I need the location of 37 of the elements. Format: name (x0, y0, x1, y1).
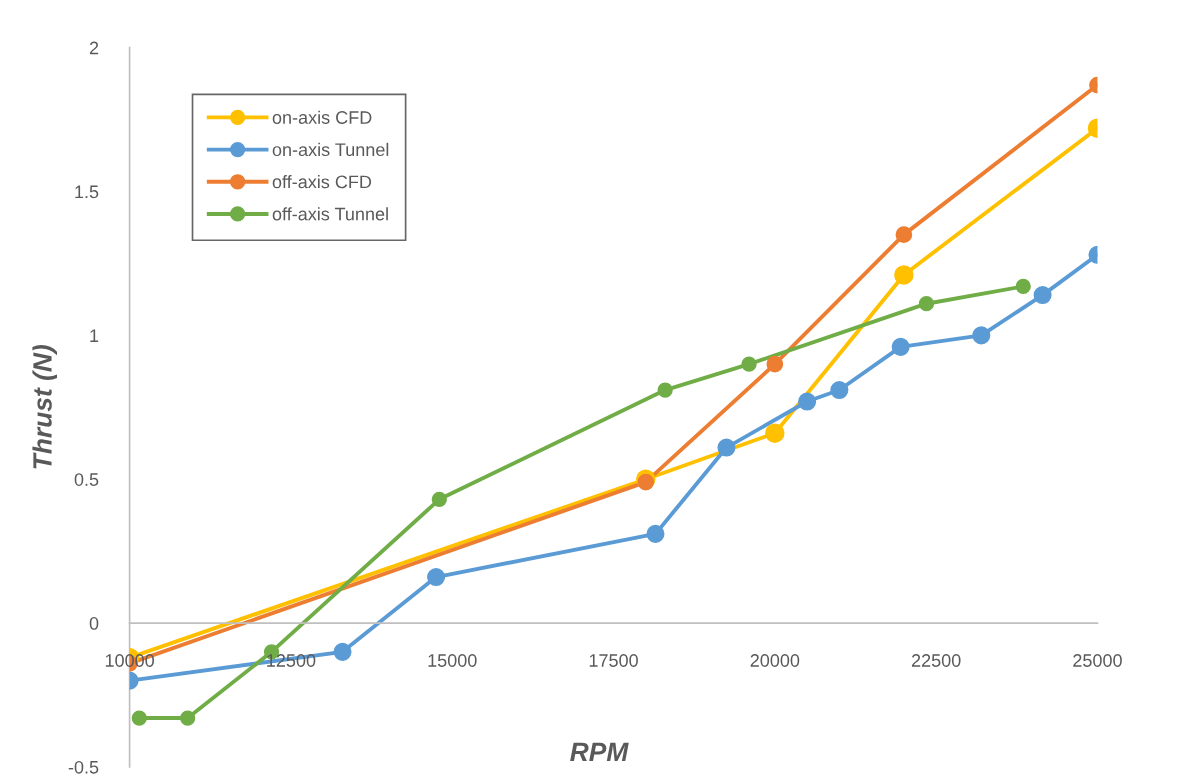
y-tick-label: 2 (89, 41, 99, 55)
point (657, 382, 673, 398)
legend-label: off-axis Tunnel (272, 207, 388, 221)
point (972, 326, 991, 345)
point (180, 710, 196, 726)
point (798, 392, 817, 411)
point (895, 226, 913, 243)
point (765, 423, 785, 443)
point (1033, 286, 1052, 305)
y-axis-title: Thrust (N) (32, 345, 58, 469)
y-tick-label: 1.5 (75, 185, 99, 199)
x-tick-label: 17500 (589, 654, 638, 667)
point (918, 296, 935, 312)
x-axis-title: RPM (570, 742, 629, 761)
x-tick-label: 15000 (428, 654, 477, 667)
point (431, 491, 447, 508)
legend-label: on-axis Tunnel (272, 142, 389, 157)
y-tick-label: 1 (90, 329, 99, 342)
point (741, 356, 757, 372)
point (717, 438, 736, 457)
y-tick-label: 0 (89, 617, 99, 630)
point (131, 710, 147, 726)
point (646, 524, 665, 543)
x-tick-label: 22500 (911, 654, 961, 667)
point (427, 568, 446, 587)
point (830, 380, 849, 400)
point (894, 265, 914, 285)
legend-label: off-axis CFD (272, 175, 372, 189)
x-tick-label: 20000 (750, 654, 800, 667)
x-tick-label: 25000 (1073, 654, 1122, 667)
point (1015, 278, 1031, 295)
legend-label: on-axis CFD (272, 110, 372, 124)
point (333, 642, 352, 661)
point (891, 337, 910, 356)
point (766, 355, 784, 373)
y-tick-label: 0.5 (74, 473, 99, 486)
y-tick-label: -0.5 (68, 760, 99, 774)
